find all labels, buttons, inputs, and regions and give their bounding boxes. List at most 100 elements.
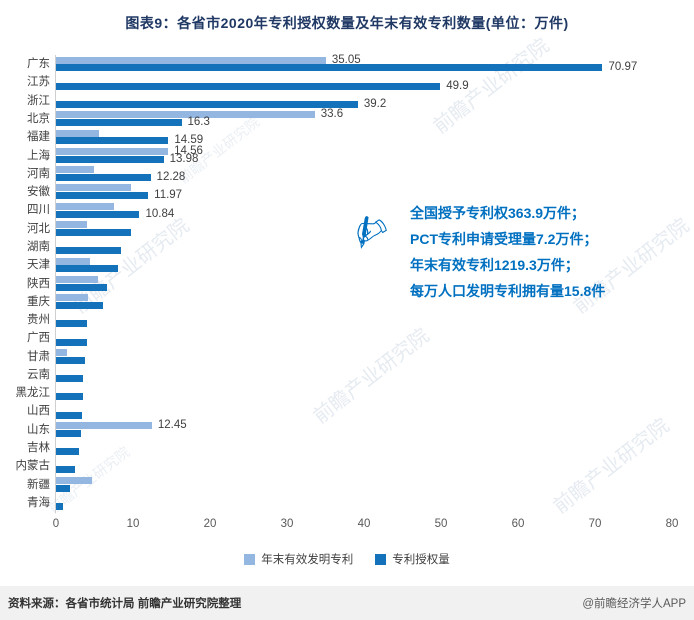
bar-新疆-专利授权量 (56, 484, 70, 492)
bar-福建-年末有效发明专利 (56, 129, 100, 137)
legend-swatch-light (244, 553, 256, 565)
y-axis-label-广东: 广东 (27, 58, 50, 71)
x-axis-tick-30: 30 (280, 518, 294, 530)
x-axis-tick-10: 10 (126, 518, 140, 530)
bar-广西-专利授权量 (56, 338, 87, 346)
y-axis-label-上海: 上海 (27, 149, 50, 162)
bar-河北-年末有效发明专利 (56, 221, 87, 229)
chart-title: 图表9：各省市2020年专利授权数量及年末有效专利数量(单位：万件) (125, 15, 569, 31)
x-axis-tick-0: 0 (52, 518, 60, 530)
x-axis-tick-40: 40 (357, 518, 371, 530)
legend-item-granted-patents: 专利授权量 (375, 551, 450, 567)
y-axis-label-甘肃: 甘肃 (27, 350, 50, 363)
bar-天津-年末有效发明专利 (56, 257, 90, 265)
source-note: 资料来源：各省市统计局 前瞻产业研究院整理 (8, 598, 242, 610)
annotation-block: 全国授予专利权363.9万件； PCT专利申请受理量7.2万件； 年末有效专利1… (410, 200, 605, 304)
bar-陕西-专利授权量 (56, 283, 107, 291)
footer-bar: 资料来源：各省市统计局 前瞻产业研究院整理 @前瞻经济学人APP (0, 586, 694, 620)
bar-value-label-北京-专利授权量: 16.3 (187, 116, 210, 129)
bar-新疆-年末有效发明专利 (56, 476, 93, 484)
y-axis-label-北京: 北京 (27, 112, 50, 125)
y-axis-label-浙江: 浙江 (27, 94, 50, 107)
x-axis-tick-50: 50 (434, 518, 448, 530)
x-axis-tick-80: 80 (665, 518, 679, 530)
bar-四川-专利授权量 (56, 210, 140, 218)
legend-label: 专利授权量 (392, 554, 450, 566)
bar-青海-专利授权量 (56, 503, 63, 511)
y-axis-label-山西: 山西 (27, 405, 50, 418)
bar-河北-专利授权量 (56, 228, 131, 236)
bar-广东-专利授权量 (56, 64, 603, 72)
bar-value-label-广东-专利授权量: 70.97 (608, 61, 638, 74)
x-axis-tick-70: 70 (588, 518, 602, 530)
y-axis-label-福建: 福建 (27, 131, 50, 144)
y-axis-label-广西: 广西 (27, 332, 50, 345)
y-axis-label-山东: 山东 (27, 423, 50, 436)
bar-四川-年末有效发明专利 (56, 202, 114, 210)
bar-山东-年末有效发明专利 (56, 422, 152, 430)
bar-天津-专利授权量 (56, 265, 118, 273)
bar-江苏-专利授权量 (56, 82, 441, 90)
y-axis-label-黑龙江: 黑龙江 (15, 387, 51, 400)
bar-甘肃-专利授权量 (56, 356, 86, 364)
annotation-line: 每万人口发明专利拥有量15.8件 (410, 283, 606, 299)
bar-贵州-专利授权量 (56, 320, 87, 328)
bar-value-label-上海-专利授权量: 13.98 (169, 152, 199, 165)
y-axis-label-重庆: 重庆 (27, 295, 50, 308)
bar-陕西-年末有效发明专利 (56, 275, 99, 283)
y-axis-label-内蒙古: 内蒙古 (15, 460, 51, 473)
bar-河南-专利授权量 (56, 173, 151, 181)
bar-河南-年末有效发明专利 (56, 166, 94, 174)
bar-吉林-专利授权量 (56, 448, 80, 456)
legend: 年末有效发明专利 专利授权量 (0, 551, 694, 567)
y-axis-label-天津: 天津 (27, 259, 50, 272)
bar-value-label-四川-专利授权量: 10.84 (145, 207, 175, 220)
bar-value-label-浙江-专利授权量: 39.2 (363, 97, 387, 110)
legend-item-valid-patents: 年末有效发明专利 (244, 551, 353, 567)
y-axis-label-陕西: 陕西 (27, 277, 50, 290)
y-axis-label-四川: 四川 (27, 204, 50, 217)
y-axis-label-吉林: 吉林 (27, 442, 50, 455)
credit-note: @前瞻经济学人APP (582, 598, 686, 610)
bar-value-label-山东-年末有效发明专利: 12.45 (157, 419, 187, 432)
y-axis-label-新疆: 新疆 (27, 478, 50, 491)
bar-安徽-年末有效发明专利 (56, 184, 131, 192)
bar-湖南-专利授权量 (56, 247, 121, 255)
bar-value-label-河南-专利授权量: 12.28 (156, 170, 186, 183)
bar-value-label-广东-年末有效发明专利: 35.05 (331, 53, 361, 66)
x-axis-tick-20: 20 (203, 518, 217, 530)
bar-value-label-北京-年末有效发明专利: 33.6 (320, 108, 344, 121)
bar-上海-年末有效发明专利 (56, 147, 169, 155)
bar-北京-专利授权量 (56, 119, 182, 127)
bar-重庆-专利授权量 (56, 301, 103, 309)
y-axis-label-贵州: 贵州 (27, 314, 50, 327)
legend-swatch-dark (375, 553, 387, 565)
y-axis-label-河北: 河北 (27, 222, 50, 235)
bar-山西-专利授权量 (56, 411, 83, 419)
y-axis-label-青海: 青海 (27, 496, 50, 509)
bar-安徽-专利授权量 (56, 192, 149, 200)
y-axis-line (55, 55, 56, 513)
annotation-line: 全国授予专利权363.9万件； (410, 205, 586, 221)
bar-上海-专利授权量 (56, 155, 164, 163)
bar-浙江-专利授权量 (56, 100, 358, 108)
bar-内蒙古-专利授权量 (56, 466, 76, 474)
bar-value-label-安徽-专利授权量: 11.97 (154, 189, 183, 202)
bar-value-label-上海-年末有效发明专利: 14.56 (174, 144, 203, 157)
annotation-line: 年末有效专利1219.3万件； (410, 257, 579, 273)
bar-云南-专利授权量 (56, 375, 83, 383)
bar-甘肃-年末有效发明专利 (56, 348, 67, 356)
annotation-line: PCT专利申请受理量7.2万件； (410, 231, 598, 247)
x-axis-tick-60: 60 (511, 518, 525, 530)
bar-广东-年末有效发明专利 (56, 56, 326, 64)
bar-山东-专利授权量 (56, 429, 81, 437)
y-axis-label-江苏: 江苏 (27, 76, 50, 89)
y-axis-label-湖南: 湖南 (27, 240, 50, 253)
y-axis-label-河南: 河南 (27, 167, 50, 180)
legend-label: 年末有效发明专利 (261, 554, 354, 566)
y-axis-label-安徽: 安徽 (27, 186, 50, 199)
bar-重庆-年末有效发明专利 (56, 294, 89, 302)
bar-北京-年末有效发明专利 (56, 111, 315, 119)
bar-value-label-江苏-专利授权量: 49.9 (446, 79, 469, 92)
bar-chart-plot-area: 35.05 70.97 49.9 39.2 33.6 16.3 14.59 14.56 13.9… (56, 53, 672, 512)
